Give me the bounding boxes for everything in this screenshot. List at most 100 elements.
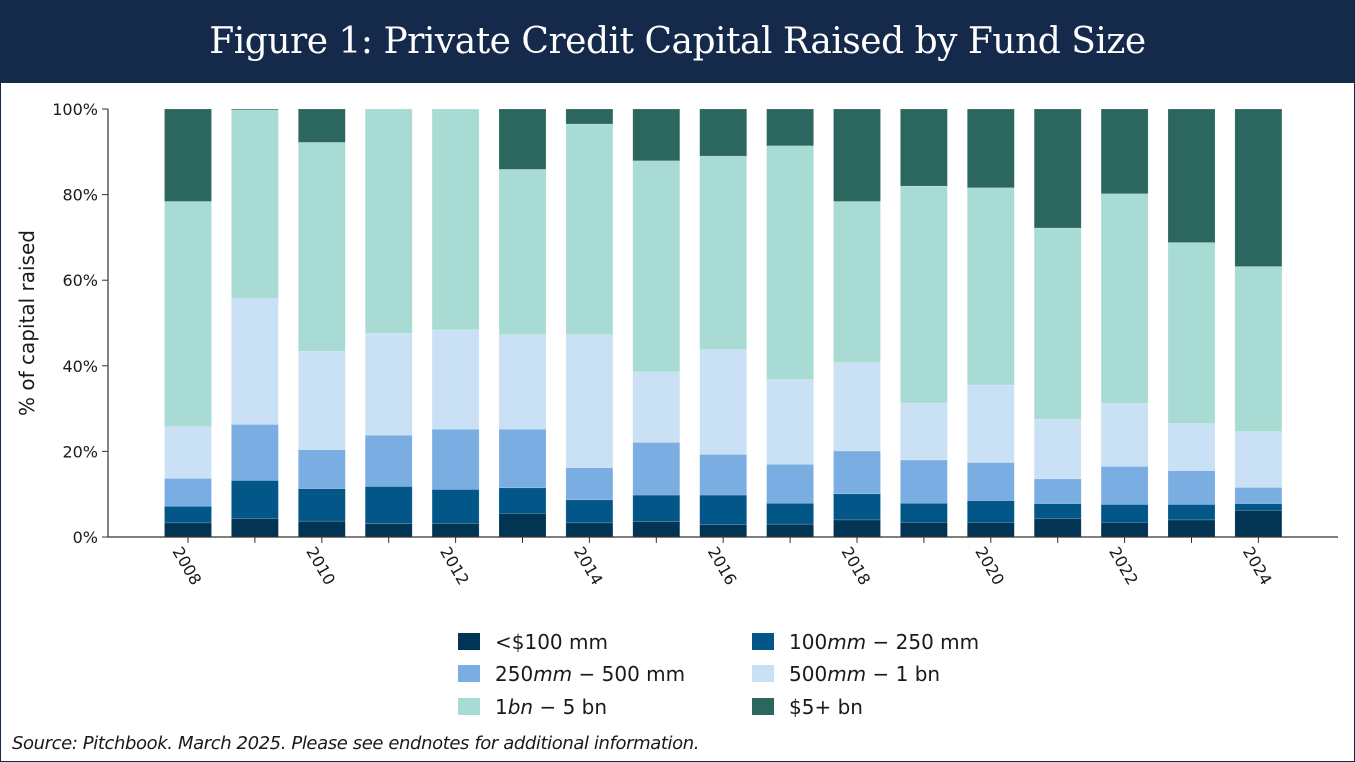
bar-segment-2014-s1 [565, 499, 614, 524]
bar-segment-2023-s1 [1167, 504, 1216, 521]
source-note: Source: Pitchbook. March 2025. Please se… [12, 733, 700, 754]
bar-segment-2017-s0 [766, 523, 814, 538]
bar-segment-2018-s1 [833, 493, 881, 521]
bar-segment-2020-s0 [966, 522, 1015, 538]
legend-item: 1bn − 5 bn [458, 695, 607, 719]
bar-segment-2016-s0 [699, 524, 748, 538]
bar-segment-2009-s0 [231, 518, 279, 538]
x-tick-label: 2010 [302, 544, 339, 589]
x-tick-label: 2016 [704, 544, 741, 589]
bar-segment-2014-s5 [565, 108, 614, 125]
bar-segment-2008-s1 [164, 505, 212, 524]
bar-stack-2017 [766, 108, 814, 538]
figure-title: Figure 1: Private Credit Capital Raised … [209, 21, 1146, 62]
bars-layer [164, 108, 1283, 538]
bar-segment-2016-s5 [699, 108, 748, 157]
legend-item: $5+ bn [752, 695, 863, 719]
bar-segment-2019-s4 [900, 185, 948, 404]
bar-segment-2023-s3 [1167, 423, 1216, 471]
bar-segment-2024-s0 [1234, 510, 1283, 538]
bar-segment-2018-s3 [833, 362, 881, 452]
bar-stack-2018 [833, 108, 881, 538]
bar-segment-2017-s4 [766, 145, 814, 380]
bar-stack-2014 [565, 108, 614, 538]
bar-segment-2014-s3 [565, 334, 614, 468]
bar-segment-2015-s0 [632, 521, 681, 538]
bar-segment-2021-s4 [1033, 227, 1082, 420]
bar-segment-2012-s1 [431, 489, 480, 524]
legend-swatch [752, 665, 774, 682]
bar-segment-2013-s1 [498, 487, 547, 514]
legend: <$100 mm 100mm − 250 mm 250mm − 500 mm 500m… [458, 630, 979, 719]
bar-segment-2017-s3 [766, 379, 814, 465]
bar-segment-2009-s4 [231, 109, 279, 299]
bar-segment-2014-s0 [565, 522, 614, 538]
bar-segment-2010-s5 [297, 108, 346, 143]
bar-segment-2013-s3 [498, 334, 547, 430]
y-tick-label: 80% [62, 186, 98, 205]
legend-label: $5+ bn [789, 695, 863, 719]
bar-segment-2021-s2 [1033, 478, 1082, 504]
bar-segment-2008-s5 [164, 108, 212, 202]
bar-segment-2024-s1 [1234, 503, 1283, 511]
bar-segment-2019-s5 [900, 108, 948, 187]
bar-segment-2012-s2 [431, 428, 480, 490]
bar-stack-2016 [699, 108, 748, 538]
bar-segment-2008-s3 [164, 426, 212, 479]
x-tick-label: 2020 [971, 544, 1008, 589]
bar-segment-2015-s4 [632, 160, 681, 373]
bar-segment-2018-s4 [833, 201, 881, 364]
bar-segment-2021-s5 [1033, 108, 1082, 229]
bar-segment-2023-s4 [1167, 242, 1216, 424]
bar-segment-2023-s0 [1167, 519, 1216, 538]
bar-segment-2024-s4 [1234, 266, 1283, 433]
bar-segment-2010-s2 [297, 449, 346, 489]
bar-segment-2008-s2 [164, 478, 212, 507]
legend-label: 100mm − 250 mm [789, 630, 979, 654]
bar-segment-2024-s2 [1234, 487, 1283, 504]
y-tick-label: 100% [52, 100, 98, 119]
y-tick-label: 40% [62, 357, 98, 376]
stacked-bar-chart: 2008 2010 2012 2014 2016 2018 2020 2022 2024 0% 20… [15, 100, 1338, 719]
bar-stack-2023 [1167, 108, 1216, 538]
legend-swatch [458, 698, 480, 715]
bar-segment-2024-s3 [1234, 431, 1283, 488]
bar-segment-2008-s4 [164, 201, 212, 427]
bar-segment-2023-s2 [1167, 470, 1216, 505]
bar-segment-2013-s2 [498, 428, 547, 489]
bar-segment-2014-s2 [565, 467, 614, 501]
bar-segment-2018-s5 [833, 108, 881, 202]
bar-segment-2022-s5 [1100, 108, 1149, 195]
bar-stack-2013 [498, 108, 547, 538]
bar-segment-2015-s2 [632, 442, 681, 496]
bar-segment-2020-s5 [966, 108, 1015, 189]
x-tick-label: 2008 [169, 544, 206, 589]
legend-swatch [752, 633, 774, 650]
bar-segment-2017-s2 [766, 463, 814, 504]
bar-segment-2017-s5 [766, 108, 814, 147]
bar-segment-2021-s0 [1033, 518, 1082, 538]
bar-segment-2013-s5 [498, 108, 547, 170]
legend-item: 100mm − 250 mm [752, 630, 979, 654]
bar-stack-2024 [1234, 108, 1283, 538]
bar-segment-2022-s2 [1100, 466, 1149, 505]
y-tick-label: 20% [62, 442, 98, 461]
bar-segment-2021-s1 [1033, 503, 1082, 519]
bar-segment-2021-s3 [1033, 418, 1082, 480]
bar-segment-2018-s2 [833, 450, 881, 495]
bar-segment-2016-s4 [699, 155, 748, 350]
legend-item: 250mm − 500 mm [458, 662, 685, 686]
bar-segment-2010-s4 [297, 142, 346, 352]
bar-segment-2016-s1 [699, 494, 748, 525]
legend-item: 500mm − 1 bn [752, 662, 940, 686]
bar-segment-2022-s4 [1100, 193, 1149, 404]
bar-segment-2010-s0 [297, 520, 346, 538]
bar-segment-2020-s3 [966, 384, 1015, 463]
bar-stack-2022 [1100, 108, 1149, 538]
bar-segment-2011-s2 [364, 434, 413, 487]
bar-segment-2022-s1 [1100, 504, 1149, 523]
bar-segment-2015-s1 [632, 494, 681, 522]
bar-segment-2024-s5 [1234, 108, 1283, 267]
legend-swatch [458, 633, 480, 650]
bar-stack-2012 [431, 108, 480, 538]
